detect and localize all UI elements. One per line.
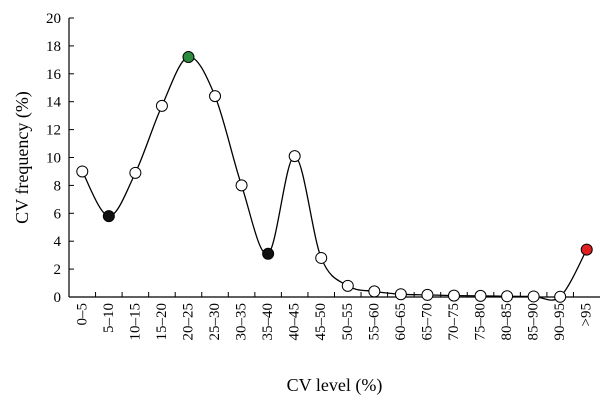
data-point bbox=[76, 165, 89, 178]
x-tick-label: 70–75 bbox=[446, 303, 462, 341]
y-tick-label: 4 bbox=[54, 234, 62, 250]
data-point bbox=[235, 179, 248, 192]
data-point bbox=[262, 247, 275, 260]
data-point bbox=[554, 290, 567, 303]
data-point bbox=[288, 150, 301, 163]
x-tick-label: 0–5 bbox=[74, 303, 90, 326]
x-tick-label: 90–95 bbox=[552, 303, 568, 341]
data-points bbox=[76, 51, 593, 303]
y-axis-title: CV frequency (%) bbox=[12, 91, 33, 224]
y-tick-label: 18 bbox=[46, 39, 61, 55]
y-tick-label: 12 bbox=[46, 123, 61, 139]
x-tick-label: 55–60 bbox=[366, 303, 382, 341]
data-point bbox=[580, 243, 593, 256]
x-tick-label: 20–25 bbox=[180, 303, 196, 341]
y-tick-label: 0 bbox=[54, 290, 62, 306]
data-point bbox=[447, 289, 460, 302]
series-line bbox=[81, 56, 588, 301]
y-axis-ticks: 0 2 4 6 8 10 12 14 16 18 20 bbox=[46, 11, 74, 306]
y-tick-label: 16 bbox=[46, 67, 62, 83]
y-tick-label: 10 bbox=[46, 151, 61, 167]
x-tick-label: 75–80 bbox=[473, 303, 489, 341]
x-tick-label: 10–15 bbox=[127, 303, 143, 341]
x-tick-label: 65–70 bbox=[419, 303, 435, 341]
y-tick-label: 14 bbox=[46, 95, 62, 111]
x-tick-label: 80–85 bbox=[499, 303, 515, 341]
x-tick-label: 35–40 bbox=[260, 303, 276, 341]
x-tick-label: 30–35 bbox=[234, 303, 250, 341]
data-point bbox=[209, 90, 222, 103]
x-tick-label: 5–10 bbox=[101, 303, 117, 333]
data-point bbox=[182, 51, 195, 64]
data-point bbox=[341, 279, 354, 292]
x-tick-label: 60–65 bbox=[393, 303, 409, 341]
axes bbox=[68, 18, 600, 298]
x-tick-label: 15–20 bbox=[154, 303, 170, 341]
data-point bbox=[155, 99, 168, 112]
x-tick-label: 45–50 bbox=[313, 303, 329, 341]
data-point bbox=[102, 210, 115, 223]
y-tick-label: 20 bbox=[46, 11, 61, 27]
x-axis-ticks: 0–5 5–10 10–15 15–20 20–25 25–30 30–35 35–40 40–… bbox=[74, 292, 595, 341]
data-point bbox=[368, 285, 381, 298]
data-point bbox=[394, 288, 407, 301]
data-point bbox=[421, 288, 434, 301]
data-point bbox=[315, 251, 328, 264]
data-point bbox=[474, 289, 487, 302]
x-tick-label: 85–90 bbox=[526, 303, 542, 341]
data-point bbox=[129, 166, 142, 179]
x-tick-label: 25–30 bbox=[207, 303, 223, 341]
y-tick-label: 2 bbox=[54, 262, 62, 278]
y-tick-label: 6 bbox=[54, 206, 62, 222]
x-tick-label: 50–55 bbox=[340, 303, 356, 341]
x-tick-label: 40–45 bbox=[287, 303, 303, 341]
y-tick-label: 8 bbox=[54, 178, 62, 194]
x-axis-title: CV level (%) bbox=[287, 375, 383, 396]
x-tick-label: >95 bbox=[579, 303, 595, 326]
data-point bbox=[527, 290, 540, 303]
data-point bbox=[501, 290, 514, 303]
